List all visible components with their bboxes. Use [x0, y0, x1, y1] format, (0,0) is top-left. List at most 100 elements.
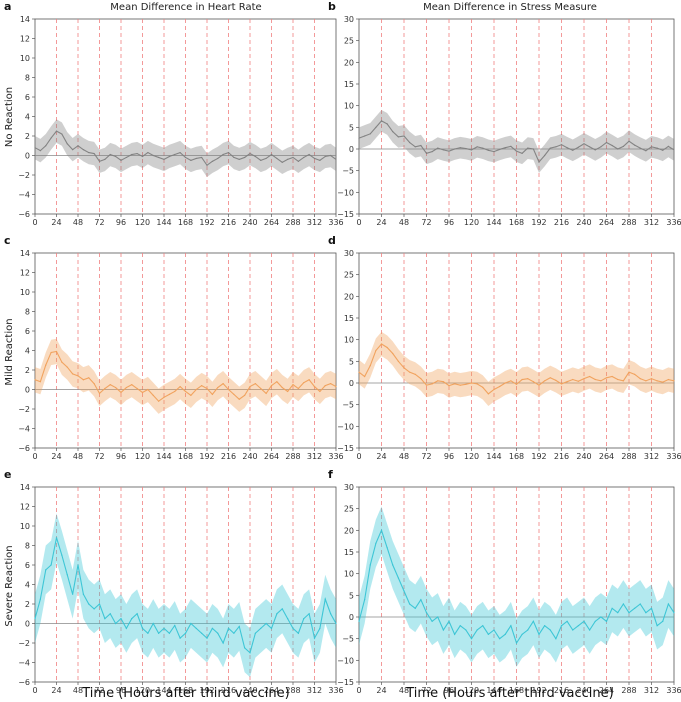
data-point — [179, 385, 181, 388]
x-tick-label: 312 — [307, 452, 322, 461]
data-point — [217, 157, 219, 160]
y-tick-label: 10 — [20, 54, 30, 63]
data-point — [109, 384, 111, 386]
data-point — [510, 380, 512, 382]
data-point — [392, 131, 394, 133]
data-point — [650, 607, 653, 609]
y-tick-label: −10 — [337, 656, 354, 665]
data-point — [527, 629, 529, 631]
data-point — [397, 360, 399, 362]
data-point — [141, 155, 144, 158]
y-tick-label: 30 — [344, 15, 354, 24]
data-point — [639, 147, 641, 149]
data-point — [386, 346, 388, 349]
y-tick-label: 4 — [25, 113, 30, 122]
x-tick-label: 288 — [621, 218, 636, 227]
data-point — [532, 620, 534, 622]
y-tick-label: −2 — [18, 405, 30, 414]
row-label-mild-reaction: Mild Reaction — [4, 318, 15, 385]
data-point — [55, 130, 58, 132]
data-point — [66, 143, 68, 145]
data-point — [538, 161, 540, 163]
data-point — [600, 380, 602, 382]
data-point — [645, 612, 647, 614]
data-point — [88, 603, 90, 605]
data-point — [238, 398, 240, 400]
data-point — [673, 380, 675, 382]
panels: a0 24 48 72 96 120 144 168 192 216 240 264 288 312 336… — [4, 0, 681, 695]
data-point — [179, 151, 181, 154]
data-point — [120, 159, 122, 161]
confidence-band — [35, 338, 336, 414]
y-tick-label: 4 — [25, 581, 30, 590]
data-point — [265, 157, 267, 160]
data-point — [254, 632, 256, 634]
y-tick-label: 2 — [25, 132, 30, 141]
data-point — [572, 149, 574, 151]
confidence-band — [359, 110, 674, 173]
data-point — [555, 638, 557, 640]
x-tick-label: 264 — [264, 218, 279, 227]
data-point — [281, 608, 283, 610]
data-point — [77, 564, 79, 566]
y-tick-label: 2 — [25, 366, 30, 375]
data-point — [244, 394, 246, 396]
data-point — [66, 574, 68, 576]
data-point — [431, 620, 433, 622]
data-point — [639, 603, 641, 605]
data-point — [211, 627, 213, 629]
x-tick-label: 240 — [242, 686, 257, 695]
data-point — [260, 159, 262, 161]
data-point — [375, 542, 377, 544]
data-point — [645, 380, 647, 382]
data-point — [265, 392, 267, 394]
data-point — [265, 622, 267, 625]
data-point — [364, 599, 366, 601]
data-point — [158, 632, 160, 634]
data-point — [292, 384, 294, 386]
x-tick-label: 96 — [444, 686, 454, 695]
y-tick-label: 10 — [344, 336, 354, 345]
y-tick-label: −15 — [337, 210, 354, 219]
data-point — [125, 386, 127, 389]
data-point — [174, 624, 176, 627]
data-point — [174, 390, 176, 393]
x-tick-label: 336 — [328, 686, 343, 695]
data-point — [459, 625, 461, 627]
data-point — [330, 383, 332, 385]
data-point — [120, 391, 122, 394]
x-tick-label: 168 — [178, 452, 193, 461]
data-point — [308, 379, 310, 381]
row-label-severe-reaction: Severe Reaction — [4, 545, 15, 626]
y-tick-label: 6 — [25, 561, 30, 570]
data-point — [217, 632, 219, 634]
y-tick-label: 14 — [20, 483, 30, 492]
data-point — [249, 152, 251, 155]
data-point — [324, 385, 326, 387]
data-point — [572, 378, 574, 381]
data-point — [50, 564, 52, 566]
data-point — [131, 153, 133, 156]
y-tick-label: −5 — [342, 167, 354, 176]
x-tick-label: 48 — [399, 686, 409, 695]
data-point — [270, 385, 273, 387]
y-tick-label: −6 — [18, 678, 30, 687]
data-point — [319, 159, 321, 161]
x-tick-label: 0 — [32, 218, 37, 227]
data-point — [662, 149, 664, 151]
data-point — [459, 384, 461, 386]
data-point — [544, 154, 546, 157]
panel-letter: a — [4, 0, 11, 13]
x-tick-label: 336 — [666, 686, 681, 695]
x-tick-label: 120 — [464, 686, 479, 695]
data-point — [442, 629, 444, 631]
data-point — [594, 620, 596, 622]
x-tick-label: 96 — [116, 452, 126, 461]
data-point — [276, 381, 278, 383]
data-point — [431, 383, 433, 385]
data-point — [45, 145, 47, 147]
y-tick-label: 15 — [344, 80, 354, 89]
data-point — [335, 385, 337, 388]
data-point — [465, 629, 467, 631]
data-point — [260, 387, 262, 390]
